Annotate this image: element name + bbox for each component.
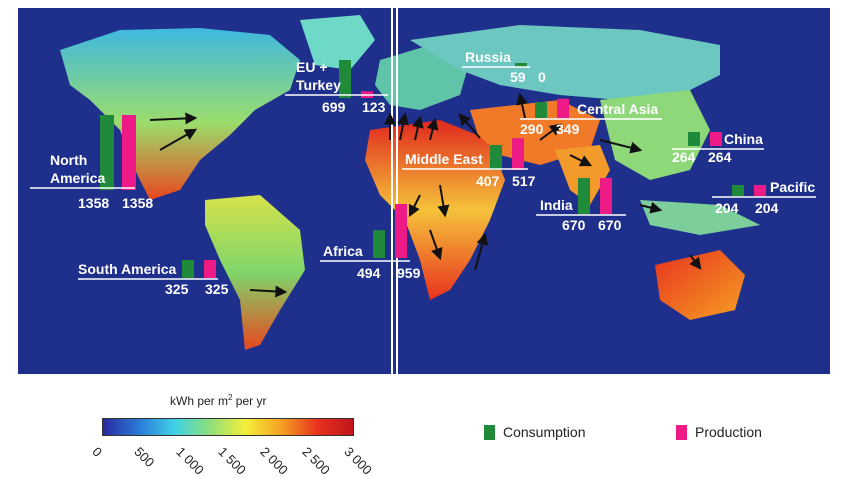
land-australia [655,250,745,320]
flow-arrows [149,92,702,298]
region-south-america: South America 325 325 [78,260,229,297]
production-swatch [676,424,687,440]
legend-title: kWh per m2 per yr [170,393,267,408]
region-label: Central Asia [577,101,658,117]
region-label: China [724,131,763,147]
key-production: Production [676,424,762,440]
land-masses [60,15,760,350]
consumption-swatch [484,424,495,440]
production-bar [710,132,722,146]
region-label: Turkey [296,77,341,93]
production-value: 123 [362,99,386,115]
consumption-bar [490,145,502,170]
production-value: 349 [556,121,580,137]
regions-layer: North America 1358 1358 South America 325 325 E… [30,49,816,297]
production-value: 517 [512,173,536,189]
region-north-america: North America 1358 1358 [30,115,153,211]
consumption-bar [578,178,590,214]
consumption-bar [373,230,385,258]
production-value: 959 [397,265,421,281]
production-value: 0 [538,69,546,85]
consumption-value: 325 [165,281,189,297]
production-value: 204 [755,200,779,216]
production-bar [204,260,216,278]
region-label: Middle East [405,151,483,167]
consumption-value: 407 [476,173,500,189]
consumption-value: 670 [562,217,586,233]
region-label: South America [78,261,176,277]
consumption-bar [515,63,527,67]
production-value: 264 [708,149,732,165]
region-central-asia: Central Asia 290 349 [520,98,662,137]
production-bar [395,204,407,258]
legend-color-bar [102,418,354,436]
key-consumption: Consumption [484,424,586,440]
key-production-label: Production [695,424,762,440]
region-pacific: Pacific 204 204 [712,179,816,216]
land-russia-asia [410,25,720,100]
region-label: Pacific [770,179,815,195]
region-label: India [540,197,573,213]
production-value: 325 [205,281,229,297]
production-bar [122,115,136,190]
land-india [555,145,610,205]
region-china: China 264 264 [672,131,764,165]
consumption-value: 1358 [78,195,109,211]
production-bar [754,185,766,196]
region-india: India 670 670 [536,178,626,233]
consumption-bar [100,115,114,190]
land-china [600,90,710,180]
production-value: 670 [598,217,622,233]
region-label: Africa [323,243,363,259]
consumption-bar [688,132,700,146]
region-africa: Africa 494 959 [320,204,421,281]
consumption-value: 699 [322,99,346,115]
consumption-value: 59 [510,69,526,85]
production-bar [557,98,569,118]
region-eu-turkey: EU + Turkey 699 123 [285,59,388,115]
region-label: North [50,152,87,168]
consumption-value: 264 [672,149,696,165]
key-consumption-label: Consumption [503,424,586,440]
region-russia: Russia 59 0 [462,49,546,85]
region-label: America [50,170,105,186]
consumption-bar [535,102,547,118]
production-bar [600,178,612,214]
land-greenland [300,15,375,70]
consumption-value: 204 [715,200,739,216]
consumption-bar [339,60,351,98]
land-africa [365,120,505,300]
production-bar [512,138,524,170]
land-indonesia [640,200,760,235]
consumption-value: 290 [520,121,544,137]
consumption-bar [732,185,744,196]
region-label: EU + [296,59,328,75]
consumption-bar [182,260,194,278]
region-middle-east: Middle East 407 517 [402,138,536,189]
region-label: Russia [465,49,511,65]
land-south-america [205,195,305,350]
production-value: 1358 [122,195,153,211]
land-north-america [60,28,300,200]
consumption-value: 494 [357,265,381,281]
separator-line [391,8,398,374]
